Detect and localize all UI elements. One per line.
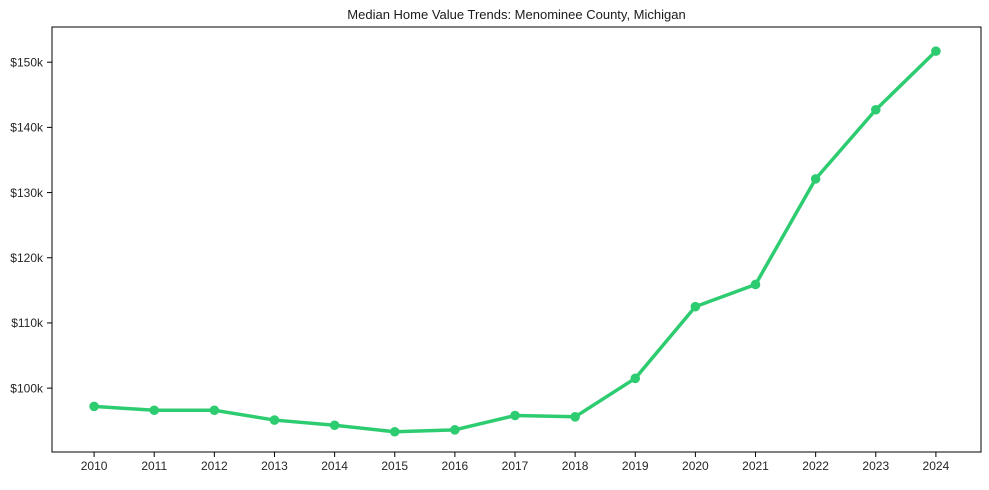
x-tick-label: 2023 <box>862 459 889 473</box>
x-tick-label: 2018 <box>562 459 589 473</box>
data-point-2024 <box>931 46 941 56</box>
y-tick-label: $100k <box>10 381 44 395</box>
x-tick-label: 2012 <box>201 459 228 473</box>
data-point-2021 <box>750 279 761 290</box>
x-tick-label: 2016 <box>442 459 469 473</box>
data-point-2020 <box>690 301 701 312</box>
data-point-2015 <box>389 426 400 437</box>
data-point-2023 <box>870 104 881 115</box>
x-tick-label: 2021 <box>742 459 769 473</box>
data-point-2012 <box>209 405 220 416</box>
data-point-2013 <box>269 415 280 425</box>
x-tick-label: 2020 <box>682 459 709 473</box>
x-tick-label: 2015 <box>381 459 408 473</box>
data-point-2019 <box>630 373 641 384</box>
data-point-2018 <box>570 412 580 422</box>
x-tick-label: 2019 <box>622 459 649 473</box>
trend-line <box>92 49 938 434</box>
y-tick-label: $140k <box>10 121 44 135</box>
y-tick-label: $120k <box>10 251 44 265</box>
x-tick-label: 2013 <box>261 459 288 473</box>
x-tick-label: 2014 <box>321 459 348 473</box>
x-tick-label: 2017 <box>502 459 529 473</box>
chart-title: Median Home Value Trends: Menominee Coun… <box>347 7 686 22</box>
y-tick-label: $150k <box>10 55 44 69</box>
x-tick-label: 2011 <box>141 459 167 473</box>
x-tick-label: 2010 <box>81 459 108 473</box>
data-point-2014 <box>329 420 340 431</box>
y-tick-label: $110k <box>11 316 44 330</box>
data-point-2010 <box>89 401 99 412</box>
plot-frame <box>51 26 982 453</box>
y-tick-label: $130k <box>10 186 44 200</box>
data-point-2011 <box>149 405 160 416</box>
data-point-2017 <box>510 410 520 421</box>
x-tick-label: 2022 <box>802 459 829 473</box>
x-tick-label: 2024 <box>923 459 950 473</box>
data-point-2022 <box>810 174 821 184</box>
data-point-2016 <box>450 425 460 435</box>
